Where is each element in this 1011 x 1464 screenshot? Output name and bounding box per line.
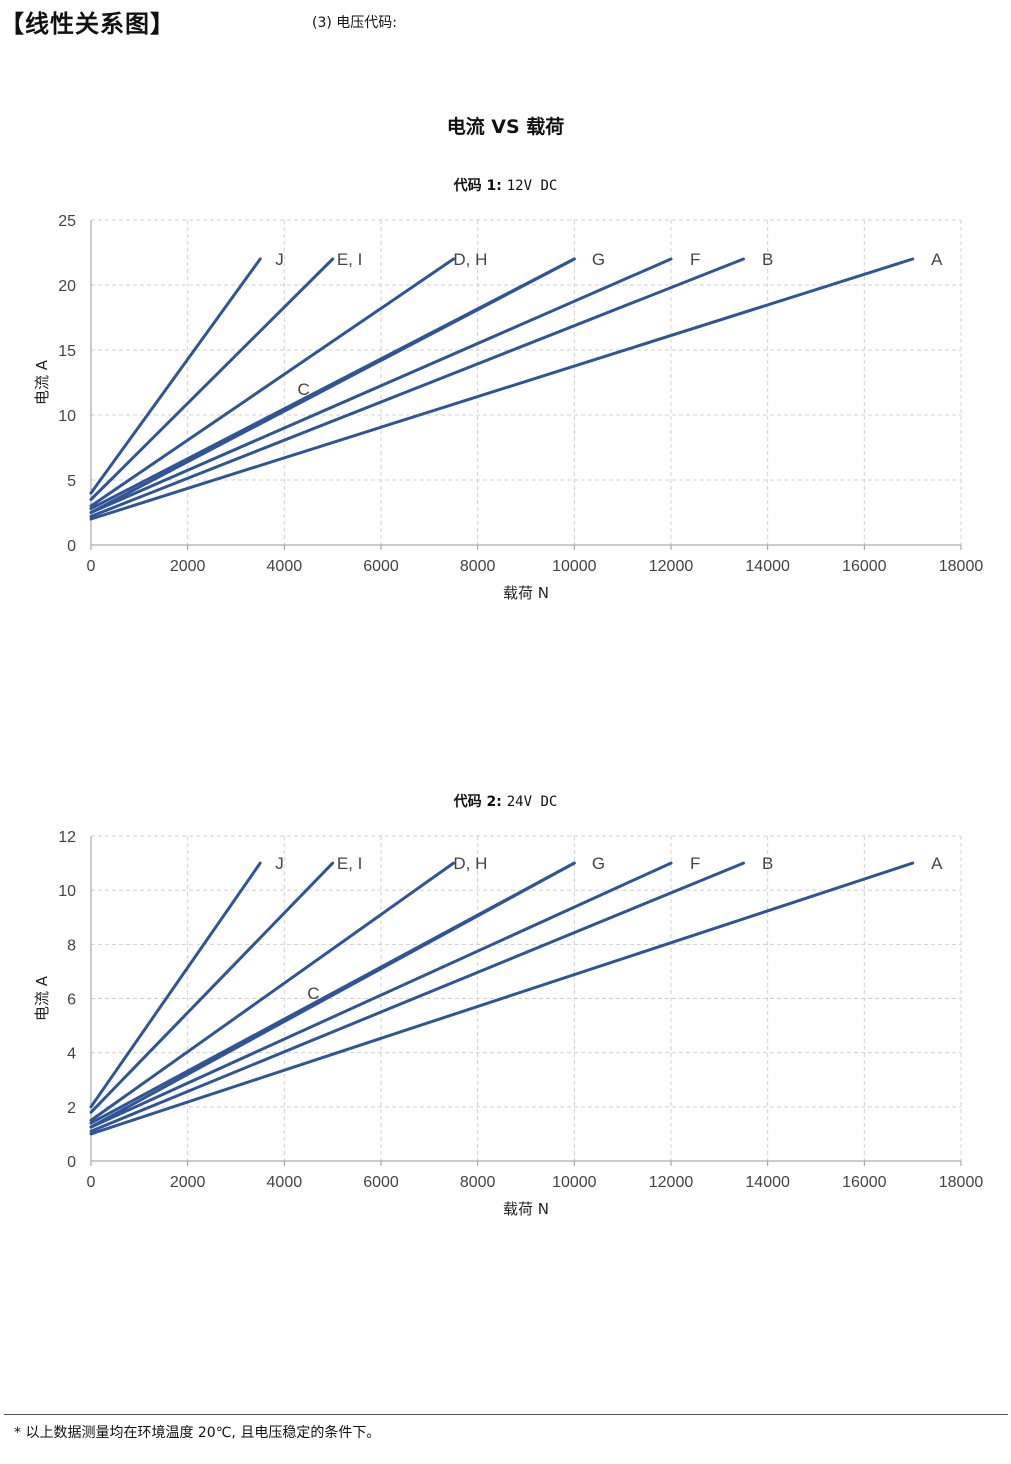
series-label: G [592, 854, 605, 873]
series-line-b [89, 861, 745, 1133]
chart-2-title: 代码 2: 24V DC [0, 791, 1011, 811]
series-label: B [762, 854, 773, 873]
y-tick-label: 0 [67, 1154, 76, 1171]
series-line-ei [89, 257, 335, 501]
x-tick-label: 12000 [649, 1174, 694, 1191]
footer-divider [4, 1414, 1008, 1415]
series-line-a [89, 861, 915, 1136]
chart-2-title-code: 代码 2: [453, 794, 502, 810]
series-label: C [298, 380, 310, 399]
y-tick-label: 8 [67, 937, 76, 954]
page-header: 【线性关系图】 [0, 10, 175, 38]
chart-2-current-vs-load: 0 2 4 6 8 10 12 0 2000 4000 6000 8000 10000 12000 1400… [33, 829, 984, 1218]
x-tick-label: 12000 [649, 558, 694, 575]
y-tick-label: 25 [58, 213, 76, 230]
series-label: A [931, 854, 943, 873]
x-tick-label: 14000 [745, 558, 790, 575]
x-tick-label: 16000 [842, 558, 887, 575]
x-tick-label: 4000 [267, 558, 303, 575]
y-tick-label: 5 [67, 473, 76, 490]
x-tick-label: 16000 [842, 1174, 887, 1191]
x-tick-label: 8000 [460, 558, 496, 575]
series-line-ei [89, 861, 335, 1114]
x-tick-label: 18000 [939, 1174, 984, 1191]
series-line-g [89, 257, 576, 514]
y-axis-title: 电流 A [33, 975, 51, 1021]
series-line-dh [89, 257, 455, 508]
y-tick-label: 10 [58, 883, 76, 900]
x-tick-label: 6000 [363, 1174, 399, 1191]
x-tick-label: 10000 [552, 1174, 597, 1191]
x-tick-label: 2000 [170, 1174, 206, 1191]
x-tick-label: 14000 [745, 1174, 790, 1191]
chart-1-current-vs-load: 0 5 10 15 20 25 0 2000 4000 6000 8000 10000 12000 140… [33, 213, 984, 602]
chart-1-title-code: 代码 1: [453, 178, 502, 194]
x-tick-label: 0 [87, 1174, 96, 1191]
y-tick-label: 2 [67, 1100, 76, 1117]
series-label: C [307, 984, 319, 1003]
chart-1-title: 代码 1: 12V DC [0, 175, 1011, 195]
series-line-dh [89, 861, 455, 1122]
x-tick-label: 4000 [267, 1174, 303, 1191]
x-tick-label: 8000 [460, 1174, 496, 1191]
footnote: * 以上数据测量均在环境温度 20℃, 且电压稳定的条件下。 [14, 1425, 381, 1441]
series-line-f [89, 861, 673, 1129]
series-label: B [762, 250, 773, 269]
series-label: D, H [453, 854, 487, 873]
series-line-a [89, 257, 915, 521]
y-tick-label: 4 [67, 1046, 76, 1063]
y-axis-title: 电流 A [33, 359, 51, 405]
series-label: J [275, 250, 284, 269]
x-tick-label: 6000 [363, 558, 399, 575]
series-line-j [89, 257, 262, 495]
chart-1-title-voltage: 12V DC [506, 178, 558, 194]
main-title: 电流 VS 载荷 [446, 116, 565, 138]
series-label: G [592, 250, 605, 269]
series-label: D, H [453, 250, 487, 269]
x-tick-label: 0 [87, 558, 96, 575]
series-line-f [89, 257, 673, 514]
series-label: J [275, 854, 284, 873]
series-label: E, I [337, 854, 363, 873]
series-line-b [89, 257, 745, 518]
voltage-code-heading: (3) 电压代码: [312, 15, 397, 31]
x-tick-label: 10000 [552, 558, 597, 575]
chart-2-title-voltage: 24V DC [506, 794, 558, 810]
series-line-j [89, 861, 262, 1109]
y-tick-label: 6 [67, 992, 76, 1009]
y-tick-label: 12 [58, 829, 76, 846]
series-label: F [690, 250, 700, 269]
series-line-g [89, 861, 576, 1129]
y-tick-label: 10 [58, 408, 76, 425]
y-tick-label: 0 [67, 538, 76, 555]
x-tick-label: 18000 [939, 558, 984, 575]
x-axis-title: 载荷 N [503, 584, 549, 602]
y-tick-label: 15 [58, 343, 76, 360]
y-tick-label: 20 [58, 278, 76, 295]
x-tick-label: 2000 [170, 558, 206, 575]
series-label: E, I [337, 250, 363, 269]
x-axis-title: 载荷 N [503, 1200, 549, 1218]
series-label: A [931, 250, 943, 269]
series-label: F [690, 854, 700, 873]
